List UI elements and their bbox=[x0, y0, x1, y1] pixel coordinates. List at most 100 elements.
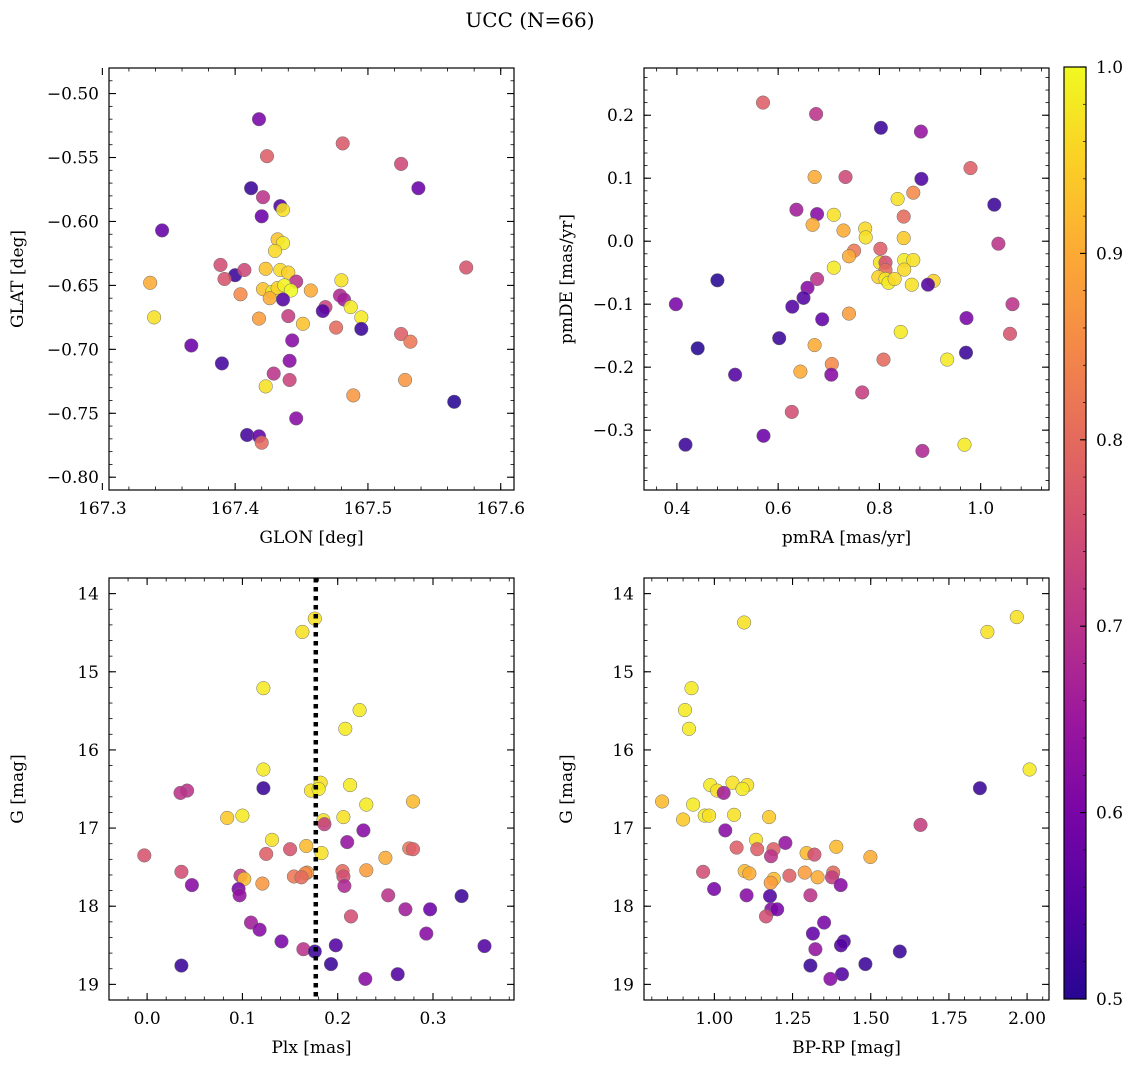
y-tick-label: 17 bbox=[77, 819, 99, 839]
data-point bbox=[174, 958, 189, 973]
data-point bbox=[256, 681, 271, 696]
data-point bbox=[251, 311, 267, 326]
x-tick-label: 1.0 bbox=[967, 499, 994, 519]
data-point bbox=[398, 372, 413, 388]
data-point bbox=[285, 333, 300, 348]
x-tick-label: 2.00 bbox=[1008, 1009, 1046, 1029]
y-tick-label: 16 bbox=[77, 741, 99, 761]
data-point bbox=[681, 721, 697, 736]
data-point bbox=[789, 202, 804, 217]
data-point bbox=[763, 875, 778, 890]
data-point bbox=[217, 271, 232, 287]
data-point bbox=[255, 190, 271, 205]
y-tick-label: 15 bbox=[612, 663, 634, 683]
data-point bbox=[890, 191, 905, 207]
data-point bbox=[447, 394, 462, 409]
data-point bbox=[833, 938, 849, 953]
y-tick-label: −0.2 bbox=[593, 358, 634, 378]
data-point bbox=[143, 275, 158, 290]
data-point bbox=[275, 202, 291, 217]
data-point bbox=[1002, 326, 1018, 341]
y-tick-label: 17 bbox=[612, 819, 634, 839]
data-point bbox=[858, 957, 873, 972]
data-point bbox=[233, 287, 248, 302]
data-point bbox=[655, 794, 670, 809]
y-tick-label: 16 bbox=[612, 741, 634, 761]
data-point bbox=[1009, 610, 1024, 625]
data-point bbox=[729, 840, 744, 855]
data-point bbox=[254, 435, 269, 450]
data-point bbox=[829, 839, 844, 854]
data-point bbox=[959, 311, 974, 326]
data-point bbox=[808, 942, 823, 957]
y-tick-label: 19 bbox=[77, 975, 99, 995]
colorbar: 0.5 0.6 0.7 0.8 0.9 1.0 bbox=[1063, 58, 1123, 1010]
colorbar-tick-label: 0.5 bbox=[1096, 990, 1123, 1010]
data-point bbox=[356, 823, 371, 838]
data-point bbox=[403, 334, 418, 349]
x-tick-label: 167.6 bbox=[476, 499, 525, 519]
y-tick-label: 19 bbox=[612, 975, 634, 995]
data-point bbox=[728, 367, 743, 382]
x-tick-label: 167.3 bbox=[78, 499, 127, 519]
data-point bbox=[762, 889, 778, 904]
x-tick-label: 0.0 bbox=[134, 1009, 161, 1029]
data-point bbox=[419, 926, 434, 941]
data-point bbox=[289, 411, 304, 426]
axes-frame bbox=[643, 67, 1050, 491]
x-tick-label: 167.4 bbox=[211, 499, 260, 519]
data-point bbox=[282, 353, 297, 368]
x-tick-label: 167.5 bbox=[344, 499, 393, 519]
data-point bbox=[858, 230, 873, 245]
data-point bbox=[259, 846, 274, 861]
data-point bbox=[275, 292, 291, 307]
y-tick-label: 15 bbox=[77, 663, 99, 683]
data-point bbox=[338, 721, 353, 736]
data-point bbox=[710, 273, 725, 288]
data-point bbox=[678, 437, 693, 452]
x-tick-label: 0.8 bbox=[866, 499, 893, 519]
data-point bbox=[876, 352, 891, 367]
data-point bbox=[266, 366, 281, 381]
x-tick-label: 0.1 bbox=[229, 1009, 256, 1029]
figure-title: UCC (N=66) bbox=[465, 8, 594, 32]
y-tick-label: −0.1 bbox=[593, 295, 634, 315]
data-point bbox=[893, 324, 908, 339]
data-point bbox=[897, 262, 912, 277]
data-point bbox=[668, 297, 683, 312]
data-point bbox=[454, 889, 469, 904]
data-point bbox=[258, 261, 273, 276]
scatter-points bbox=[668, 95, 1020, 458]
data-point bbox=[343, 778, 358, 793]
data-point bbox=[337, 878, 352, 893]
data-point bbox=[686, 797, 701, 812]
data-point bbox=[826, 260, 841, 275]
data-point bbox=[785, 299, 800, 314]
data-point bbox=[314, 846, 329, 861]
data-point bbox=[329, 320, 344, 335]
data-point bbox=[690, 341, 705, 356]
data-point bbox=[904, 277, 919, 292]
x-tick-label: 0.3 bbox=[419, 1009, 446, 1029]
data-point bbox=[826, 207, 841, 222]
y-tick-label: 14 bbox=[77, 585, 99, 605]
data-point bbox=[784, 404, 799, 419]
y-axis-label: pmDE [mas/yr] bbox=[557, 214, 577, 344]
data-point bbox=[836, 223, 851, 238]
data-point bbox=[702, 808, 717, 823]
y-axis-label: G [mag] bbox=[8, 754, 28, 823]
data-point bbox=[991, 236, 1006, 251]
axes-frame bbox=[108, 577, 515, 1001]
data-point bbox=[805, 926, 820, 941]
y-tick-label: 18 bbox=[77, 897, 99, 917]
data-point bbox=[915, 443, 930, 458]
data-point bbox=[359, 863, 374, 878]
data-point bbox=[892, 944, 907, 959]
data-point bbox=[214, 356, 229, 371]
data-point bbox=[147, 310, 162, 325]
data-point bbox=[807, 169, 822, 185]
data-point bbox=[394, 326, 409, 342]
data-point bbox=[378, 850, 393, 865]
data-point bbox=[913, 124, 928, 139]
data-point bbox=[390, 967, 405, 982]
